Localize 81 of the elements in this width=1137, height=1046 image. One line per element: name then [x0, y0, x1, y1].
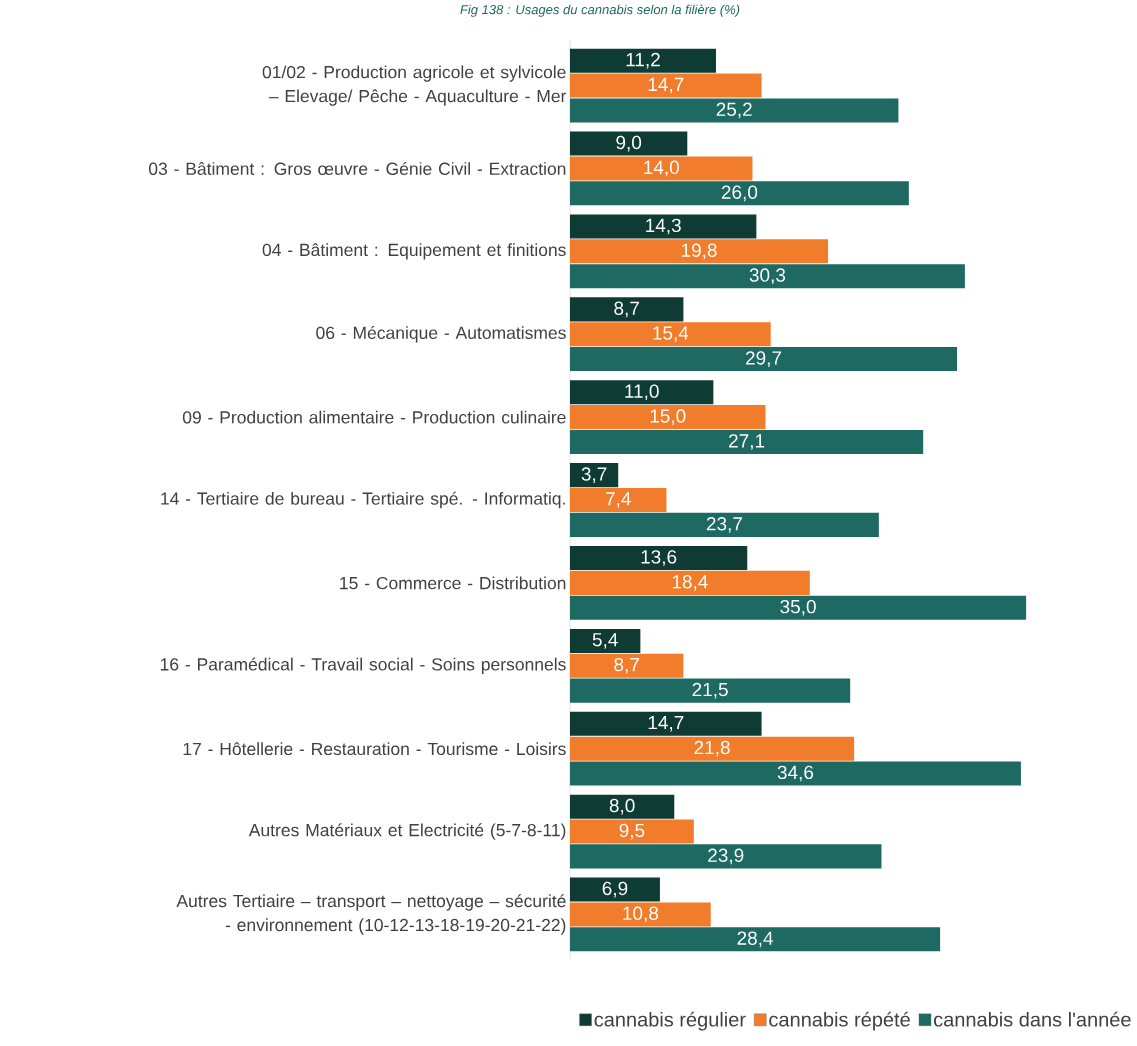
data-label: 15,0	[650, 409, 686, 425]
data-label: 5,4	[592, 633, 618, 649]
data-label: 18,4	[672, 575, 708, 591]
bar	[570, 380, 714, 405]
data-label: 23,9	[708, 848, 744, 865]
bar	[570, 264, 965, 289]
bar	[570, 902, 711, 927]
bar	[570, 322, 771, 347]
data-label: 25,2	[716, 102, 752, 119]
data-label: 3,7	[581, 467, 607, 483]
bar	[570, 927, 941, 952]
legend-label: cannabis répété	[769, 1011, 910, 1031]
bar	[570, 463, 619, 488]
bar	[570, 819, 694, 844]
data-label: 28,4	[737, 931, 773, 948]
data-label: 9,0	[616, 135, 642, 152]
y-tick-label: 03 - Bâtiment : Gros œuvre - Génie Civil - Extraction	[149, 161, 566, 175]
data-label: 15,4	[653, 326, 689, 342]
data-label: 8,7	[614, 301, 639, 318]
y-tick-label: 01/02 - Production agricole et sylvicole – Elevage/ Pêche - Aquaculture - Mer	[262, 65, 567, 106]
bar	[570, 761, 1021, 786]
data-label: 26,0	[721, 185, 758, 202]
bar	[570, 736, 855, 761]
data-label: 14,3	[646, 218, 681, 235]
legend-label: cannabis régulier	[594, 1011, 746, 1031]
bar	[570, 405, 766, 430]
y-tick-label: 04 - Bâtiment : Equipement et finitions	[262, 243, 566, 260]
data-label: 14,7	[648, 716, 684, 732]
bar	[570, 73, 762, 98]
bar	[570, 653, 684, 678]
y-tick-label: 06 - Mécanique - Automatismes	[316, 325, 566, 343]
bar	[570, 487, 667, 513]
bar	[570, 48, 716, 73]
bar	[570, 429, 924, 454]
data-label: 11,0	[625, 384, 659, 401]
data-label: 34,6	[777, 765, 814, 782]
data-label: 27,1	[729, 434, 765, 450]
data-label: 23,7	[706, 517, 742, 533]
bar	[570, 156, 753, 181]
data-label: 13,6	[641, 550, 677, 566]
bar	[570, 877, 660, 902]
bar	[570, 131, 688, 156]
y-tick-label: Autres Matériaux et Electricité (5-7-8-11)	[248, 823, 566, 840]
data-label: 21,8	[694, 740, 730, 757]
y-tick-label: 09 - Production alimentaire - Production culinaire	[182, 410, 566, 424]
bar	[570, 546, 748, 571]
chart-title: Fig 138 : Usages du cannabis selon la filière (%)	[460, 4, 740, 17]
y-tick-label: 14 - Tertiaire de bureau - Tertiaire spé. - Informatiq.	[161, 491, 565, 509]
bar	[570, 711, 762, 736]
data-label: 6,9	[602, 881, 628, 898]
bar	[570, 678, 851, 703]
bar	[570, 628, 641, 653]
data-label: 7,4	[605, 492, 631, 508]
data-label: 9,5	[619, 823, 645, 840]
data-label: 29,7	[746, 351, 782, 367]
data-label: 11,2	[626, 52, 660, 69]
y-tick-label: 16 - Paramédical - Travail social - Soins personnels	[160, 657, 566, 675]
bar	[570, 570, 810, 595]
bar	[570, 297, 684, 322]
y-tick-label: Autres Tertiaire – transport – nettoyage – sécurité - environnement (10-12-13-18-19-20-21-22)	[176, 894, 566, 935]
data-label: 19,8	[681, 243, 717, 260]
bar	[570, 794, 675, 819]
legend-label: cannabis dans l'année	[934, 1011, 1131, 1027]
data-label: 21,5	[692, 682, 728, 699]
bar	[570, 214, 757, 239]
bar	[570, 98, 899, 123]
data-label: 35,0	[780, 599, 816, 616]
data-label: 14,7	[648, 77, 684, 94]
y-tick-label: 17 - Hôtellerie - Restauration - Tourisme - Loisirs	[183, 742, 566, 756]
y-tick-label: 15 - Commerce - Distribution	[340, 576, 566, 590]
bar	[570, 347, 958, 372]
data-label: 8,0	[609, 798, 635, 815]
bar	[570, 181, 909, 206]
data-label: 14,0	[644, 160, 679, 177]
bar	[570, 512, 879, 537]
bar	[570, 239, 829, 264]
data-label: 30,3	[749, 268, 786, 285]
data-label: 10,8	[623, 906, 659, 923]
bar	[570, 844, 882, 869]
data-label: 8,7	[614, 657, 639, 674]
bar	[570, 595, 1027, 620]
